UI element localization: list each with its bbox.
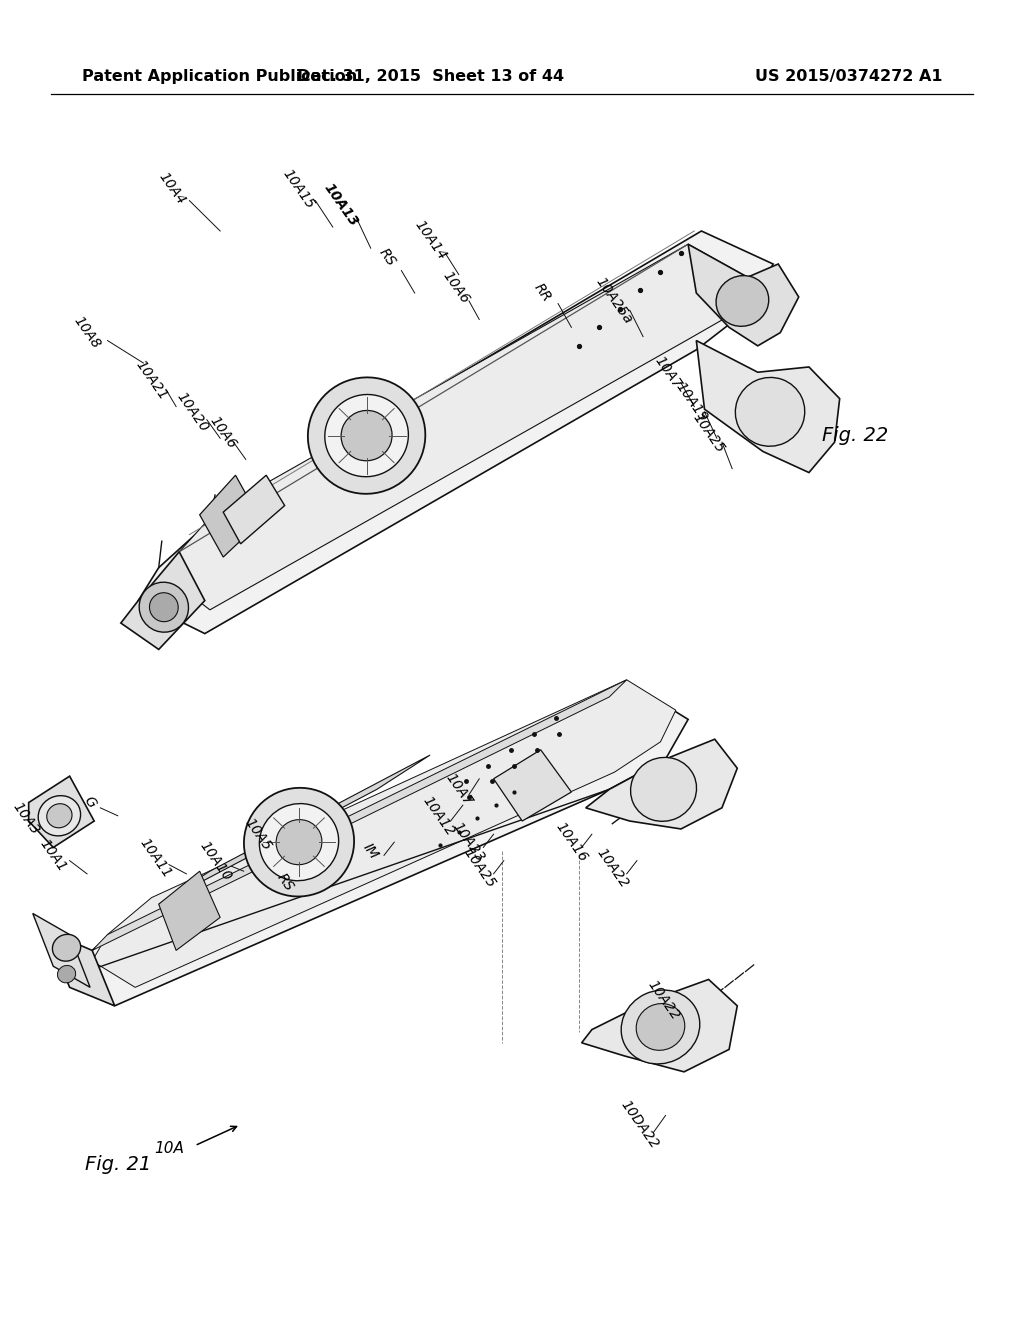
Text: 10A1: 10A1 <box>37 837 70 874</box>
Polygon shape <box>586 739 737 829</box>
Polygon shape <box>223 475 285 544</box>
Text: 10A25a: 10A25a <box>593 275 636 327</box>
Polygon shape <box>63 686 688 1006</box>
Text: RS: RS <box>376 246 398 269</box>
Ellipse shape <box>716 276 769 326</box>
Ellipse shape <box>308 378 425 494</box>
Text: 10A7: 10A7 <box>651 354 684 391</box>
Polygon shape <box>494 750 571 821</box>
Text: 10DA22: 10DA22 <box>618 1098 662 1151</box>
Polygon shape <box>138 231 773 634</box>
Text: 10A21: 10A21 <box>133 358 170 403</box>
Ellipse shape <box>276 820 322 865</box>
Ellipse shape <box>325 395 409 477</box>
Polygon shape <box>582 979 737 1072</box>
Ellipse shape <box>259 804 339 880</box>
Polygon shape <box>121 552 205 649</box>
Text: US 2015/0374272 A1: US 2015/0374272 A1 <box>755 69 942 84</box>
Text: 10A10: 10A10 <box>197 838 233 883</box>
Ellipse shape <box>52 935 81 961</box>
Polygon shape <box>46 931 115 1006</box>
Text: Fig. 21: Fig. 21 <box>85 1155 151 1173</box>
Polygon shape <box>159 871 220 950</box>
Ellipse shape <box>57 965 76 983</box>
Polygon shape <box>92 680 676 987</box>
Ellipse shape <box>150 593 178 622</box>
Polygon shape <box>688 244 799 346</box>
Text: 10A25: 10A25 <box>690 411 727 455</box>
Text: 10A14: 10A14 <box>412 218 449 263</box>
Polygon shape <box>159 755 430 904</box>
Ellipse shape <box>139 582 188 632</box>
Text: 10A15: 10A15 <box>281 166 317 211</box>
Polygon shape <box>92 680 627 950</box>
Ellipse shape <box>622 990 699 1064</box>
Text: 10A11: 10A11 <box>137 836 174 880</box>
Text: 10A6: 10A6 <box>207 414 240 451</box>
Polygon shape <box>200 475 261 557</box>
Ellipse shape <box>735 378 805 446</box>
Ellipse shape <box>636 1003 685 1051</box>
Text: 10A8: 10A8 <box>71 314 103 351</box>
Text: 10A25: 10A25 <box>461 846 498 891</box>
Text: 10A22: 10A22 <box>645 978 682 1023</box>
Ellipse shape <box>244 788 354 896</box>
Text: IM: IM <box>360 841 381 862</box>
Text: 10A4: 10A4 <box>156 170 188 207</box>
Text: 10A13: 10A13 <box>322 181 360 228</box>
Text: 10A7: 10A7 <box>442 771 475 808</box>
Text: Dec. 31, 2015  Sheet 13 of 44: Dec. 31, 2015 Sheet 13 of 44 <box>297 69 563 84</box>
Text: 10A16: 10A16 <box>553 820 590 865</box>
Text: 10A19: 10A19 <box>673 380 710 425</box>
Ellipse shape <box>341 411 392 461</box>
Text: 10A20: 10A20 <box>174 389 211 434</box>
Text: 10A3: 10A3 <box>9 800 42 837</box>
Polygon shape <box>33 913 90 987</box>
Polygon shape <box>172 244 748 610</box>
Text: 10A22: 10A22 <box>594 846 631 891</box>
Text: Patent Application Publication: Patent Application Publication <box>82 69 357 84</box>
Text: Fig. 22: Fig. 22 <box>822 426 888 445</box>
Ellipse shape <box>47 804 72 828</box>
Ellipse shape <box>631 758 696 821</box>
Text: 10A5: 10A5 <box>242 816 274 853</box>
Text: RS: RS <box>273 870 296 894</box>
Text: 10A23: 10A23 <box>451 820 487 865</box>
Polygon shape <box>29 776 94 847</box>
Text: 10A12: 10A12 <box>420 793 457 838</box>
Text: RR: RR <box>531 281 554 305</box>
Ellipse shape <box>38 796 81 836</box>
Text: 10A: 10A <box>154 1140 184 1156</box>
Text: G: G <box>81 795 99 810</box>
Text: 10A6: 10A6 <box>439 269 472 306</box>
Polygon shape <box>696 341 840 473</box>
